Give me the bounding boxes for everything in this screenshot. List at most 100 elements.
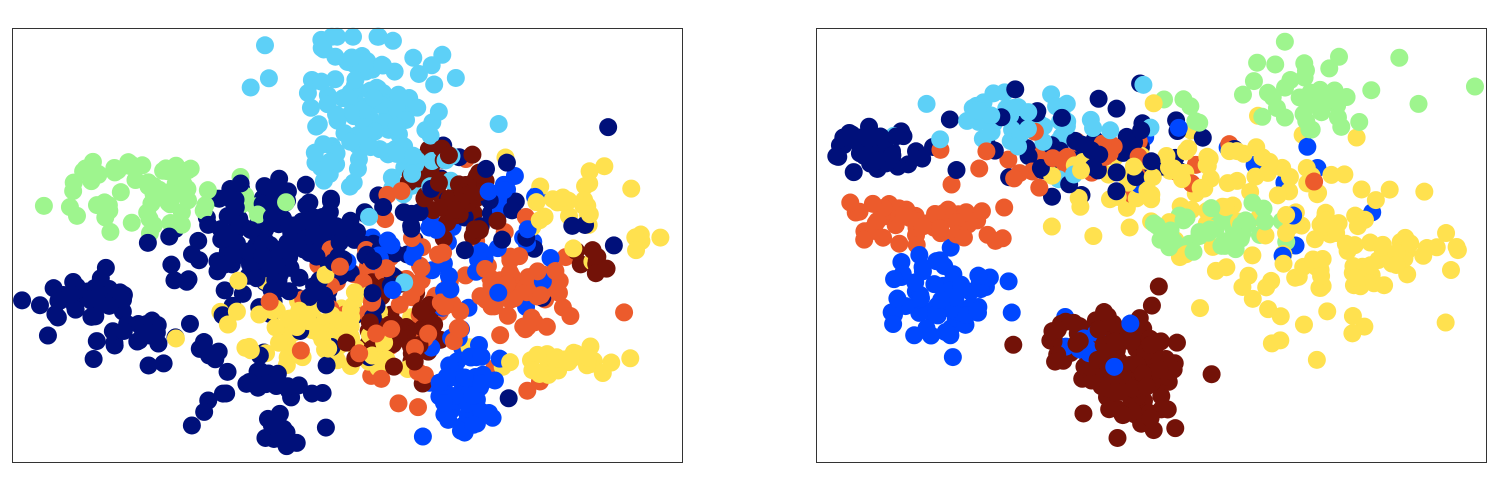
scatter-point [867, 151, 886, 170]
scatter-point [501, 353, 520, 372]
scatter-point [439, 266, 458, 285]
scatter-point [1193, 128, 1212, 147]
scatter-point [1019, 103, 1038, 122]
scatter-point [446, 68, 465, 87]
scatter-plot-left [12, 27, 683, 463]
scatter-point [913, 258, 932, 277]
scatter-point [341, 104, 360, 123]
scatter-point [827, 147, 846, 166]
scatter-point [1297, 159, 1316, 178]
scatter-point [30, 296, 49, 315]
scatter-point [61, 285, 80, 304]
scatter-point [214, 255, 233, 274]
scatter-point [256, 375, 275, 394]
scatter-point [1072, 161, 1091, 180]
scatter-point [383, 281, 402, 300]
scatter-point [1447, 237, 1466, 256]
scatter-point [883, 146, 902, 165]
scatter-point [1362, 81, 1381, 100]
scatter-point [284, 216, 303, 235]
scatter-point [1243, 246, 1262, 265]
scatter-point [510, 247, 529, 266]
scatter-point [1253, 107, 1272, 126]
scatter-point [1176, 142, 1195, 161]
scatter-point [977, 142, 996, 161]
scatter-point [390, 295, 409, 314]
scatter-point [114, 321, 133, 340]
scatter-point [1074, 404, 1093, 423]
scatter-point [262, 208, 281, 227]
scatter-point [280, 282, 299, 301]
scatter-point [46, 305, 65, 324]
scatter-point [497, 153, 516, 172]
scatter-point [350, 344, 369, 363]
scatter-point [1134, 75, 1153, 94]
scatter-point [1002, 303, 1021, 322]
scatter-point [122, 213, 141, 232]
scatter-point [313, 383, 332, 402]
scatter-point [1295, 68, 1314, 87]
scatter-point [1415, 182, 1434, 201]
scatter-point [247, 269, 266, 288]
scatter-point [995, 198, 1014, 217]
scatter-point [419, 324, 438, 343]
scatter-point [404, 146, 423, 165]
scatter-point [922, 326, 941, 345]
scatter-point [336, 218, 355, 237]
scatter-point [451, 302, 470, 321]
scatter-point [1318, 302, 1337, 321]
scatter-point [1107, 163, 1126, 182]
scatter-point [411, 301, 430, 320]
scatter-point [412, 259, 431, 278]
scatter-point [266, 318, 285, 337]
scatter-point [528, 262, 547, 281]
scatter-point [982, 122, 1001, 141]
scatter-point [229, 271, 248, 290]
scatter-point [227, 302, 246, 321]
scatter-point [1244, 72, 1263, 91]
scatter-point [301, 98, 320, 117]
scatter-point [1064, 313, 1083, 332]
scatter-point [408, 398, 427, 417]
scatter-point [493, 230, 512, 249]
scatter-point [389, 85, 408, 104]
scatter-point [1215, 236, 1234, 255]
scatter-point [439, 146, 458, 165]
scatter-point [435, 297, 454, 316]
scatter-point [1260, 152, 1279, 171]
scatter-point [144, 177, 163, 196]
scatter-point [586, 264, 605, 283]
scatter-point [580, 205, 599, 224]
scatter-point [431, 198, 450, 217]
scatter-point [215, 281, 234, 300]
scatter-point [1166, 419, 1185, 438]
scatter-point [455, 241, 474, 260]
scatter-point [491, 326, 510, 345]
scatter-point [1081, 110, 1100, 129]
scatter-point [1004, 335, 1023, 354]
scatter-point [615, 303, 634, 322]
scatter-point [165, 271, 184, 290]
scatter-point [241, 341, 260, 360]
scatter-point [372, 369, 391, 388]
scatter-point [1343, 307, 1362, 326]
scatter-point [319, 218, 338, 237]
scatter-point [1316, 211, 1335, 230]
scatter-point [382, 320, 401, 339]
scatter-point [1243, 193, 1262, 212]
scatter-point [1336, 234, 1355, 253]
scatter-point [651, 228, 670, 247]
scatter-point [580, 162, 599, 181]
scatter-point [1268, 186, 1287, 205]
scatter-point [305, 143, 324, 162]
scatter-point [927, 205, 946, 224]
scatter-point [1465, 77, 1484, 96]
scatter-point [429, 102, 448, 121]
scatter-point [241, 78, 260, 97]
scatter-point [99, 196, 118, 215]
scatter-point [887, 127, 906, 146]
scatter-point [561, 307, 580, 326]
scatter-point [404, 48, 423, 67]
scatter-point [455, 368, 474, 387]
scatter-point [943, 348, 962, 367]
